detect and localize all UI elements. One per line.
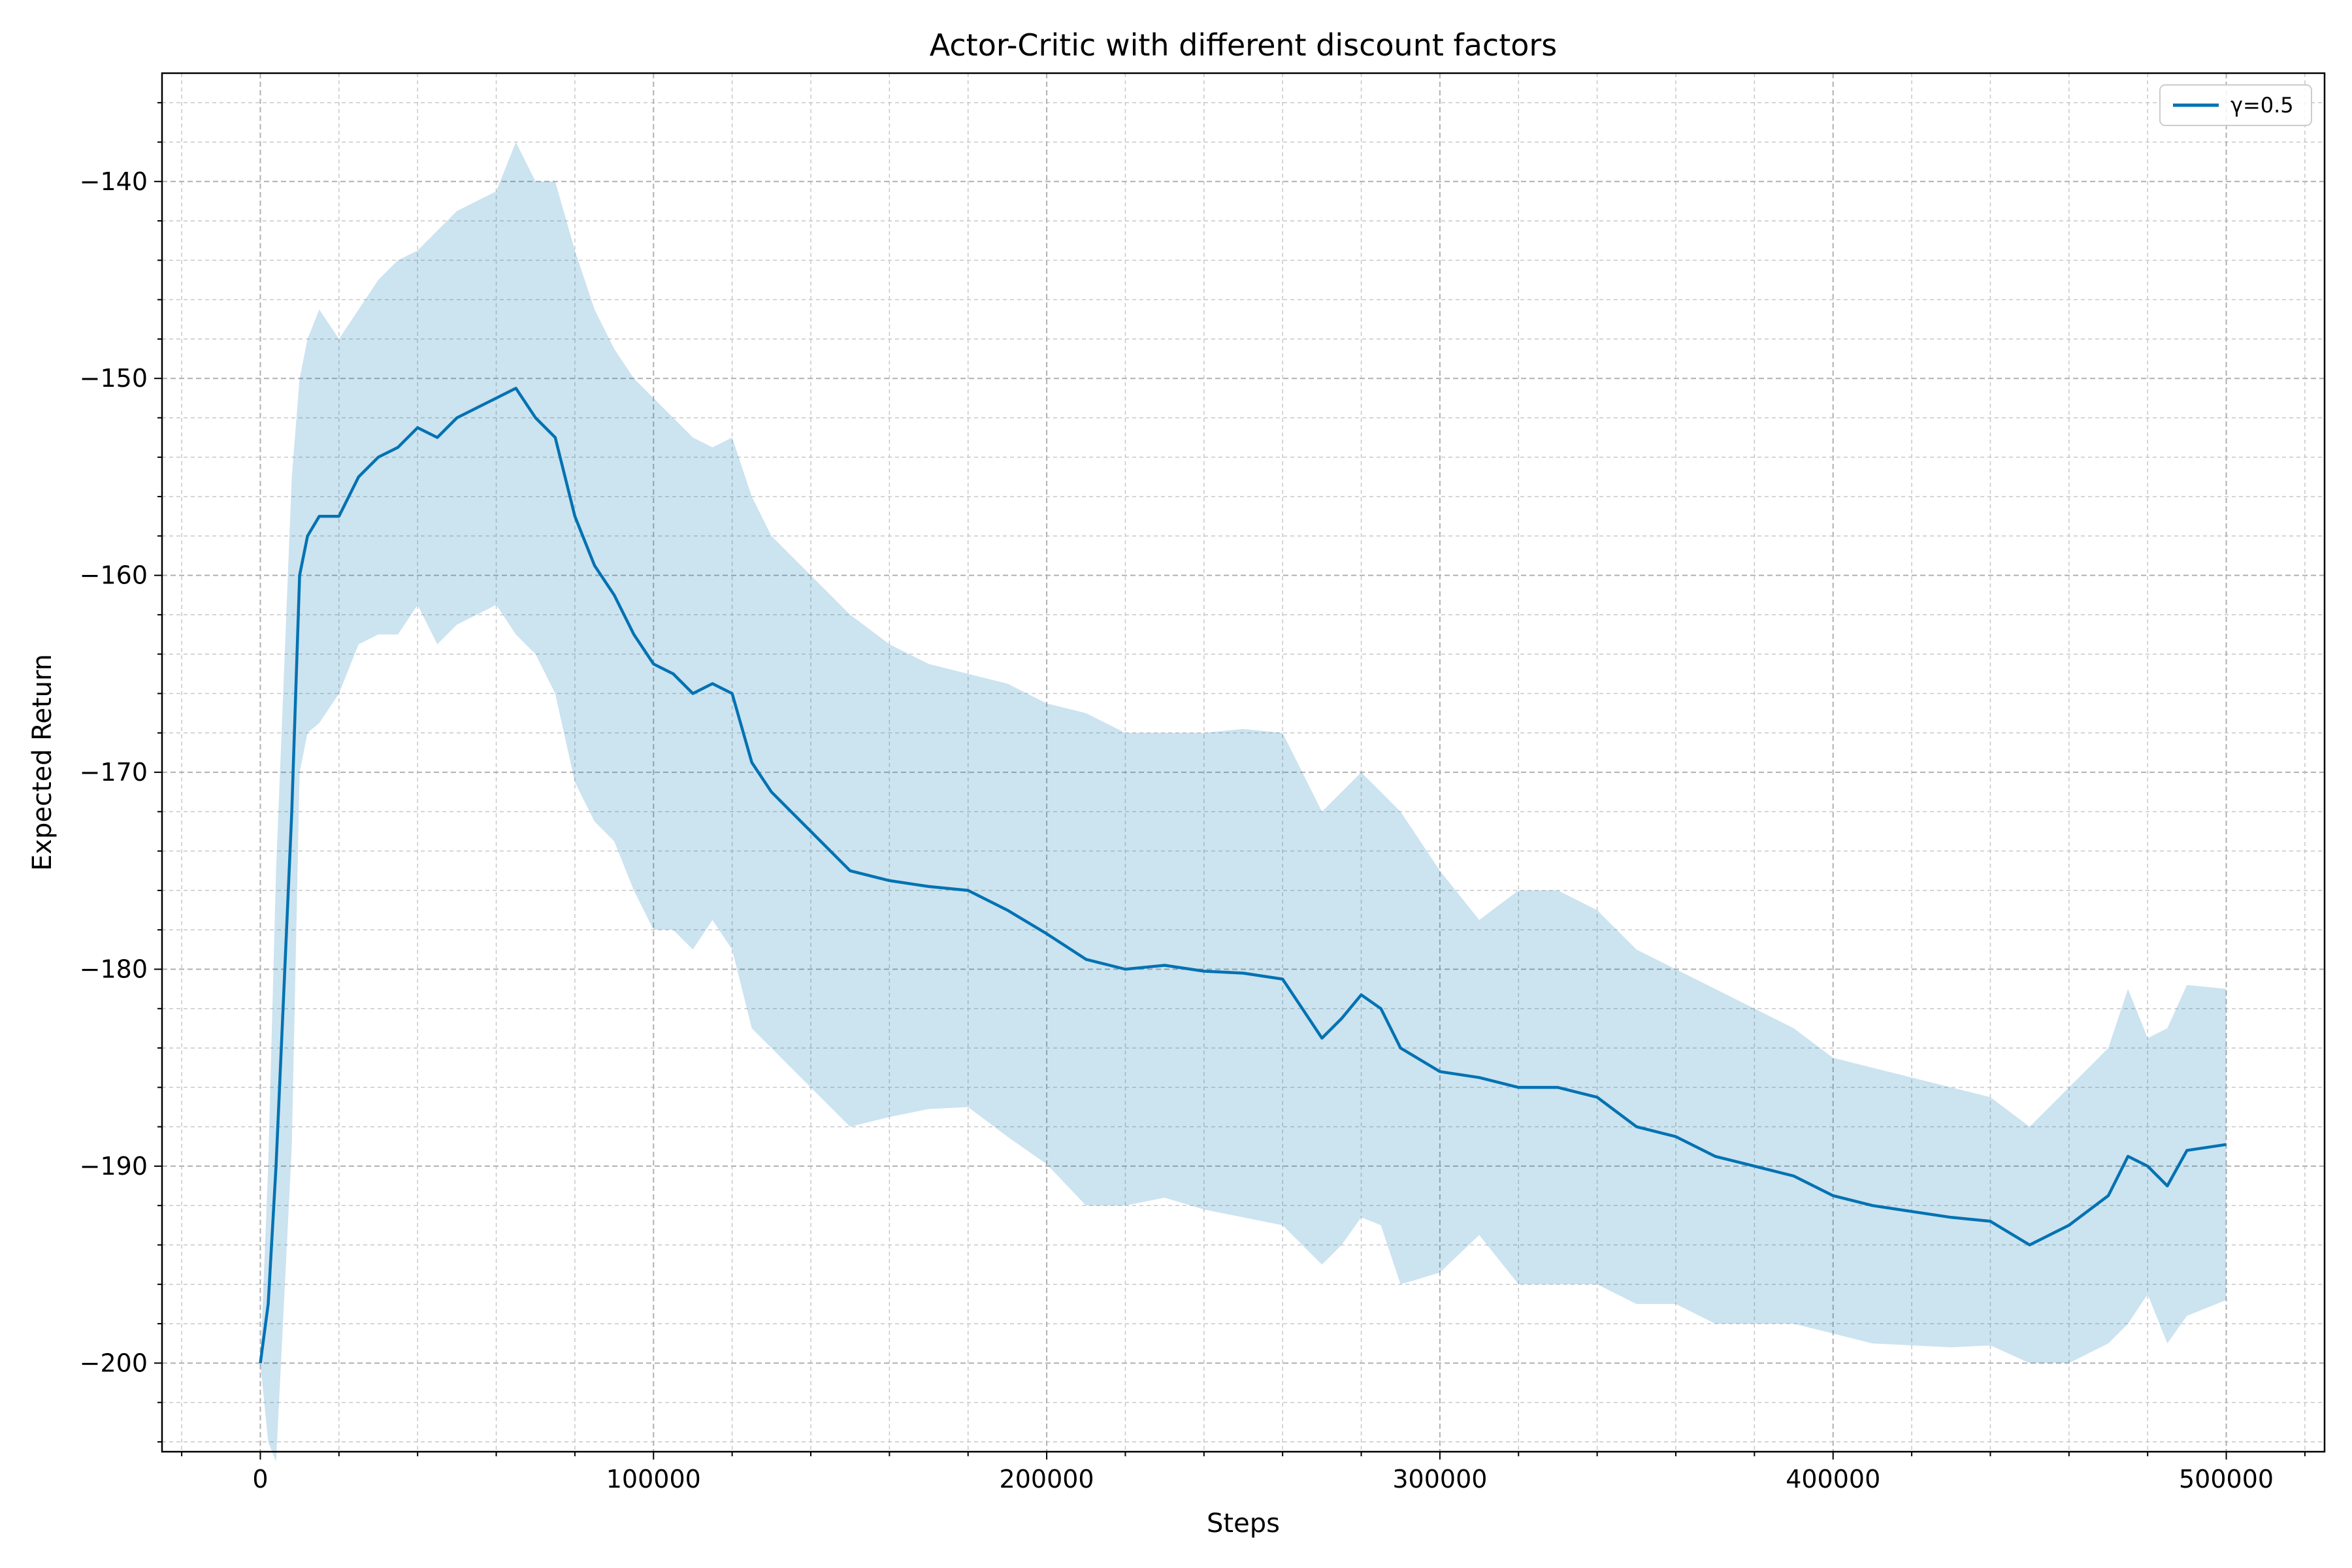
y-axis-label: Expected Return xyxy=(27,654,57,871)
x-tick-label: 100000 xyxy=(606,1465,701,1494)
legend: γ=0.5 xyxy=(2159,84,2312,126)
x-tick-label: 0 xyxy=(252,1465,268,1494)
y-axis-ticks: −200 −190 −180 −170 −160 −150 −140 xyxy=(80,102,162,1443)
y-tick-label: −160 xyxy=(80,561,148,590)
x-tick-label: 200000 xyxy=(1000,1465,1094,1494)
y-tick-label: −140 xyxy=(80,167,148,196)
confidence-band-layer xyxy=(260,142,2227,1462)
legend-label: γ=0.5 xyxy=(2230,93,2294,118)
series-line-layer xyxy=(259,387,2227,1364)
plot-frame xyxy=(161,72,2326,1453)
y-tick-label: −200 xyxy=(80,1348,148,1377)
grid xyxy=(162,73,2325,1452)
confidence-band xyxy=(260,142,2227,1462)
x-tick-label: 300000 xyxy=(1392,1465,1487,1494)
y-tick-label: −180 xyxy=(80,955,148,984)
y-tick-label: −170 xyxy=(80,758,148,787)
legend-box xyxy=(2159,84,2312,126)
y-tick-label: −150 xyxy=(80,364,148,393)
chart-title: Actor-Critic with different discount fac… xyxy=(930,27,1558,63)
x-tick-label: 500000 xyxy=(2179,1465,2274,1494)
series-line xyxy=(259,387,2227,1364)
x-axis-ticks: 0 100000 200000 300000 400000 500000 xyxy=(181,1452,2306,1494)
x-axis-label: Steps xyxy=(1207,1509,1280,1539)
y-tick-label: −190 xyxy=(80,1152,148,1181)
x-tick-label: 400000 xyxy=(1786,1465,1880,1494)
